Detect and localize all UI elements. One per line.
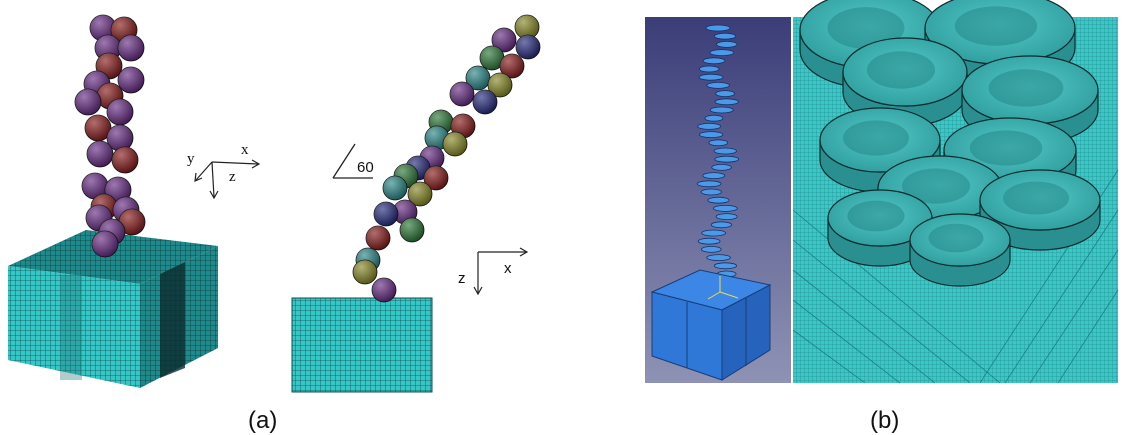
sphere-shade bbox=[107, 99, 133, 125]
disc-inner bbox=[827, 7, 905, 49]
particle-layer bbox=[698, 65, 720, 73]
panel-b-model-view bbox=[645, 17, 791, 383]
angle-label: 60 bbox=[357, 159, 374, 176]
particle-layer bbox=[713, 147, 737, 155]
sphere-shade bbox=[492, 28, 516, 52]
side-axis-z-label: z bbox=[458, 270, 466, 287]
particle-layer bbox=[697, 237, 721, 245]
iso-block-top bbox=[8, 230, 218, 284]
disc-inner bbox=[847, 200, 905, 232]
disc-inner bbox=[1003, 181, 1069, 215]
sphere-shade bbox=[400, 218, 424, 242]
particle-layer bbox=[709, 106, 734, 114]
particle-layer bbox=[705, 24, 731, 32]
particle-layer bbox=[706, 254, 731, 262]
particle-layer bbox=[696, 180, 722, 188]
particle-layer bbox=[707, 196, 730, 204]
sphere-shade bbox=[443, 132, 467, 156]
sphere-shade bbox=[85, 115, 111, 141]
particle-layer bbox=[700, 188, 722, 196]
particle-layer bbox=[697, 123, 722, 130]
side-sphere-chain bbox=[352, 14, 541, 303]
zoom-particle-discs bbox=[799, 0, 1101, 287]
sphere-shade bbox=[107, 125, 133, 151]
model-axis-triad bbox=[707, 276, 739, 300]
sphere-shade bbox=[473, 90, 497, 114]
particle-layer bbox=[698, 73, 724, 81]
particle-column bbox=[696, 24, 739, 303]
sphere-shade bbox=[82, 173, 108, 199]
particle-layer bbox=[706, 82, 730, 89]
sphere-shade bbox=[75, 89, 101, 115]
particle-layer bbox=[713, 262, 738, 270]
side-axis-triad bbox=[473, 247, 529, 296]
particle-layer bbox=[709, 49, 735, 56]
particle-layer bbox=[712, 204, 738, 212]
sphere-shade bbox=[383, 176, 407, 200]
panel-a-side-view: 60 x z bbox=[291, 14, 541, 393]
side-axis-x-label: x bbox=[504, 260, 512, 277]
disc-top bbox=[979, 169, 1101, 231]
particle-layer bbox=[715, 213, 738, 221]
sphere-shade bbox=[466, 66, 490, 90]
caption-b: (b) bbox=[870, 407, 899, 434]
disc-inner bbox=[954, 6, 1038, 46]
sphere-shade bbox=[450, 82, 474, 106]
caption-a: (a) bbox=[248, 407, 277, 434]
sphere-shade bbox=[87, 141, 113, 167]
disc-inner bbox=[928, 223, 984, 253]
particle-layer bbox=[714, 98, 739, 106]
particle-layer bbox=[704, 114, 724, 122]
disc-inner bbox=[988, 69, 1064, 107]
particle-layer bbox=[699, 131, 724, 139]
iso-axis-triad bbox=[194, 159, 261, 200]
disc-inner bbox=[901, 168, 971, 204]
particle-layer bbox=[714, 155, 739, 163]
panel-b-zoom-view bbox=[792, 0, 1119, 384]
panel-a-iso-view: x y z bbox=[8, 14, 261, 388]
iso-axis-z-label: z bbox=[229, 169, 236, 185]
sphere-shade bbox=[488, 73, 512, 97]
disc-top bbox=[819, 107, 941, 173]
sphere-shade bbox=[424, 166, 448, 190]
particle-layer bbox=[701, 229, 726, 237]
disc-top bbox=[842, 37, 968, 107]
sphere-shade bbox=[408, 182, 432, 206]
sphere-shade bbox=[353, 260, 377, 284]
sphere-shade bbox=[92, 231, 118, 257]
iso-axis-y-label: y bbox=[187, 151, 195, 167]
sphere-shade bbox=[480, 46, 504, 70]
disc-top bbox=[909, 213, 1011, 267]
particle-layer bbox=[702, 172, 726, 180]
sphere-shade bbox=[112, 147, 138, 173]
iso-axis-x-label: x bbox=[241, 142, 249, 158]
sphere-shade bbox=[516, 35, 540, 59]
sphere-shade bbox=[372, 278, 396, 302]
iso-sphere-chain bbox=[74, 14, 146, 258]
sphere-shade bbox=[118, 67, 144, 93]
particle-layer bbox=[714, 32, 737, 40]
particle-layer bbox=[708, 139, 729, 147]
particle-layer bbox=[701, 245, 722, 253]
particle-layer bbox=[710, 221, 733, 229]
sphere-shade bbox=[119, 209, 145, 235]
sphere-shade bbox=[374, 202, 398, 226]
disc-inner bbox=[843, 120, 909, 156]
side-mesh-block bbox=[292, 298, 432, 392]
sphere-shade bbox=[118, 35, 144, 61]
sphere-shade bbox=[366, 226, 390, 250]
sphere-shade bbox=[90, 15, 116, 41]
particle-layer bbox=[715, 90, 735, 97]
sphere-shade bbox=[500, 54, 524, 78]
angle-marker bbox=[332, 143, 373, 179]
iso-block-front bbox=[8, 266, 140, 388]
disc-inner bbox=[866, 51, 936, 89]
sphere-shade bbox=[515, 15, 539, 39]
disc-inner bbox=[969, 130, 1043, 166]
particle-layer bbox=[716, 41, 738, 48]
particle-layer bbox=[711, 163, 732, 171]
particle-layer bbox=[702, 57, 726, 65]
